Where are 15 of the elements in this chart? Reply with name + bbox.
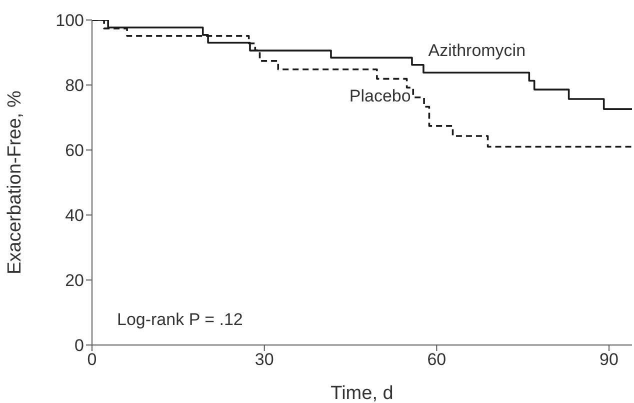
x-tick-label: 30 (254, 350, 274, 370)
y-axis-title: Exacerbation-Free, % (4, 90, 26, 274)
x-tick-label: 0 (87, 350, 97, 370)
x-tick-label: 60 (427, 350, 446, 370)
y-tick-label: 40 (65, 206, 84, 226)
y-tick-label: 100 (56, 11, 84, 30)
x-tick-label: 90 (600, 350, 618, 370)
y-tick-label: 20 (65, 271, 84, 290)
y-tick-label: 80 (65, 76, 84, 96)
x-axis-title: Time, d (330, 383, 394, 403)
y-tick-label: 0 (74, 336, 84, 356)
annotation: Log-rank P = .12 (117, 310, 243, 329)
series-label: Placebo (349, 86, 411, 106)
series-label: Azithromycin (428, 40, 526, 60)
y-tick-label: 60 (65, 141, 84, 160)
